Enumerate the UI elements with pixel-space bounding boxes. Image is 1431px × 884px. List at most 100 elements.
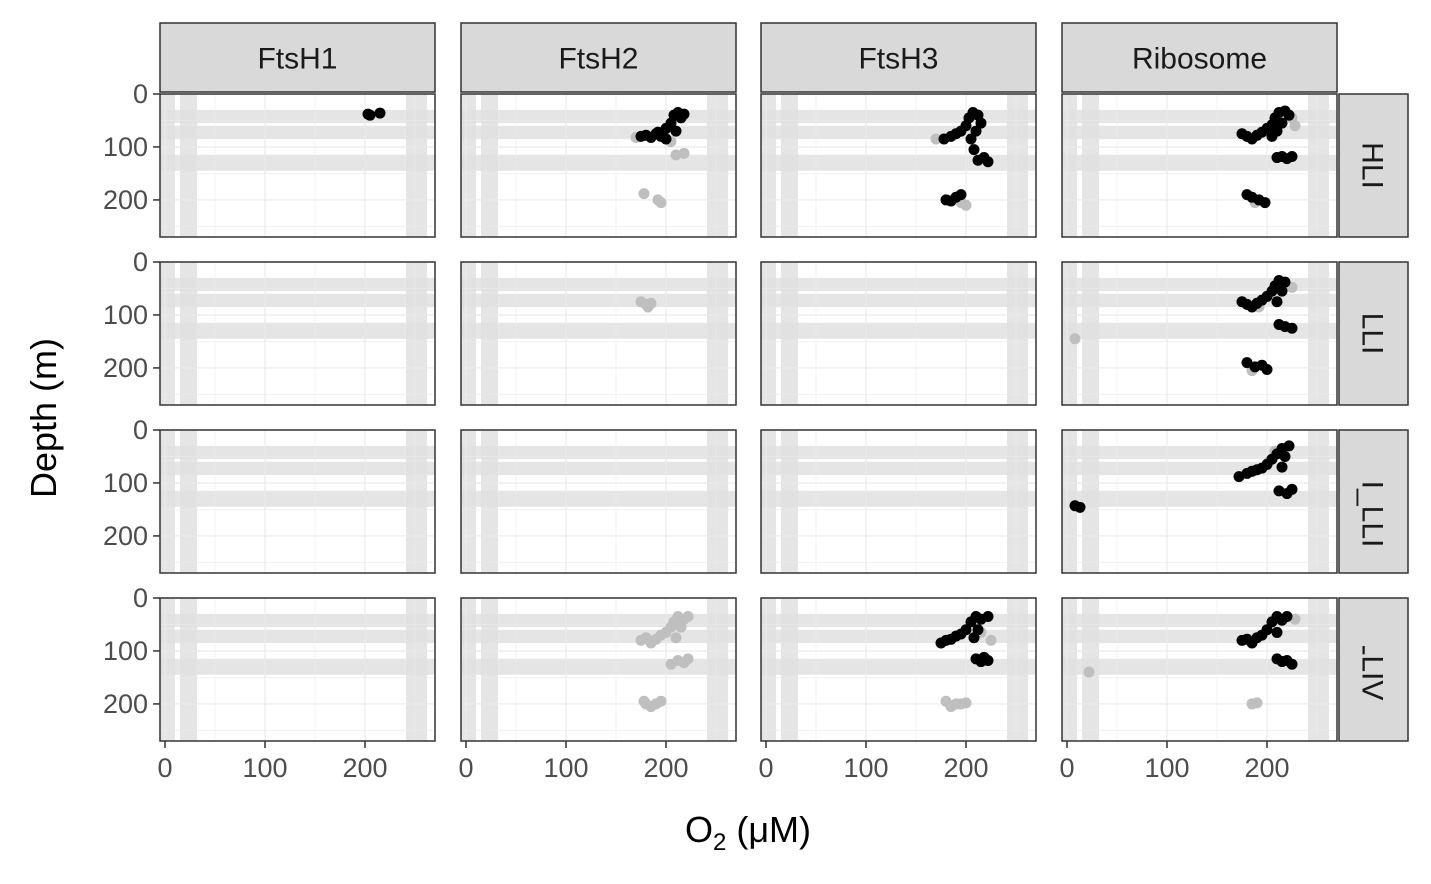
shaded-band-horizontal [160,293,435,308]
shaded-band-horizontal [160,613,435,628]
x-tick-label: 200 [342,753,387,783]
data-point-present [1261,624,1273,636]
data-point-present [1281,611,1293,623]
shaded-band-horizontal [461,125,736,140]
x-tick-label: 200 [1244,753,1289,783]
shaded-band-horizontal [461,322,736,339]
panel-frame [460,597,737,742]
panel-frame [760,429,1037,574]
data-point-present [1283,440,1295,452]
data-point-present [1271,626,1283,638]
column-strip-label: Ribosome [1132,43,1267,76]
data-point-present [374,107,386,119]
data-point-present [1259,197,1271,209]
y-tick-label: 200 [103,353,148,383]
row-strip-label: HLI [1356,142,1389,189]
shaded-band-horizontal [761,658,1036,675]
shaded-band-horizontal [461,490,736,507]
row-strip-label: LLI [1356,313,1389,355]
shaded-band-horizontal [160,490,435,507]
row-strip [1338,429,1409,574]
data-point-absent [665,658,677,670]
shaded-band-horizontal [761,490,1036,507]
panel-frame [1061,429,1338,574]
column-strip [159,22,436,93]
y-tick-label: 0 [133,583,148,613]
shaded-band-horizontal [461,629,736,644]
row-strip [1338,93,1409,238]
column-strip [1061,22,1338,93]
shaded-band-horizontal [461,658,736,675]
y-tick-label: 0 [133,247,148,277]
data-point-present [970,125,982,137]
data-point-absent [640,698,652,710]
shaded-band-horizontal [461,293,736,308]
data-point-present [1261,364,1273,376]
axis-titles-layer: Depth (m) O2 (μM) [23,338,811,856]
data-point-absent [670,632,682,644]
points-layer [362,105,1301,713]
x-axis-title-units: (μM) [736,809,811,850]
data-point-present [975,117,987,129]
column-strip-label: FtsH3 [858,43,938,76]
data-point-present [1271,296,1283,308]
data-point-present [955,189,967,201]
shaded-band-horizontal [160,322,435,339]
shaded-band-horizontal [1062,629,1337,644]
row-strip-label: LLIV [1356,639,1389,701]
data-point-absent [960,697,972,709]
x-tick-label: 0 [1059,753,1074,783]
data-point-absent [1069,333,1081,345]
panel-frame [159,93,436,238]
data-point-absent [678,147,690,159]
panel-frame [159,261,436,406]
data-point-present [364,109,376,121]
shaded-band-horizontal [1062,293,1337,308]
shaded-band-horizontal [761,613,1036,628]
data-point-absent [675,621,687,633]
data-point-present [1286,658,1298,670]
data-point-absent [1083,666,1095,678]
axes-layer: 0 100 200 0 100 200 0 100 200 0 100 200 0 100 200 0 100 2… [103,79,1290,783]
row-strip [1338,261,1409,406]
shaded-band-horizontal [1062,658,1337,675]
x-tick-label: 100 [543,753,588,783]
data-point-present [660,133,672,145]
data-point-absent [682,653,694,665]
shaded-band-horizontal [1062,109,1337,124]
y-tick-label: 100 [103,468,148,498]
column-strip-label: FtsH1 [257,43,337,76]
data-point-present [1286,150,1298,162]
shaded-band-horizontal [761,109,1036,124]
panel-frame [760,93,1037,238]
panel-frame [1061,261,1338,406]
shaded-band-horizontal [1062,461,1337,476]
data-point-present [968,632,980,644]
data-point-absent [655,695,667,707]
y-axis-title: Depth (m) [23,338,64,498]
y-tick-label: 100 [103,636,148,666]
data-point-present [982,156,994,168]
column-strip [760,22,1037,93]
panel-frame [159,597,436,742]
data-point-present [1279,450,1291,462]
data-point-absent [682,611,694,623]
shaded-band-horizontal [160,125,435,140]
data-point-absent [638,188,650,200]
shaded-band-horizontal [761,293,1036,308]
y-tick-label: 200 [103,185,148,215]
data-point-present [678,108,690,120]
x-axis-title-main: O [685,809,713,850]
shaded-band-horizontal [461,154,736,171]
shaded-band-horizontal [160,277,435,292]
x-tick-label: 100 [242,753,287,783]
panel-frame [460,429,737,574]
column-strip [460,22,737,93]
panel-frame [460,93,737,238]
panel-frame [760,597,1037,742]
data-point-absent [930,133,942,145]
shaded-band-horizontal [461,613,736,628]
data-point-present [670,125,682,137]
shaded-band-horizontal [761,322,1036,339]
x-tick-label: 100 [843,753,888,783]
